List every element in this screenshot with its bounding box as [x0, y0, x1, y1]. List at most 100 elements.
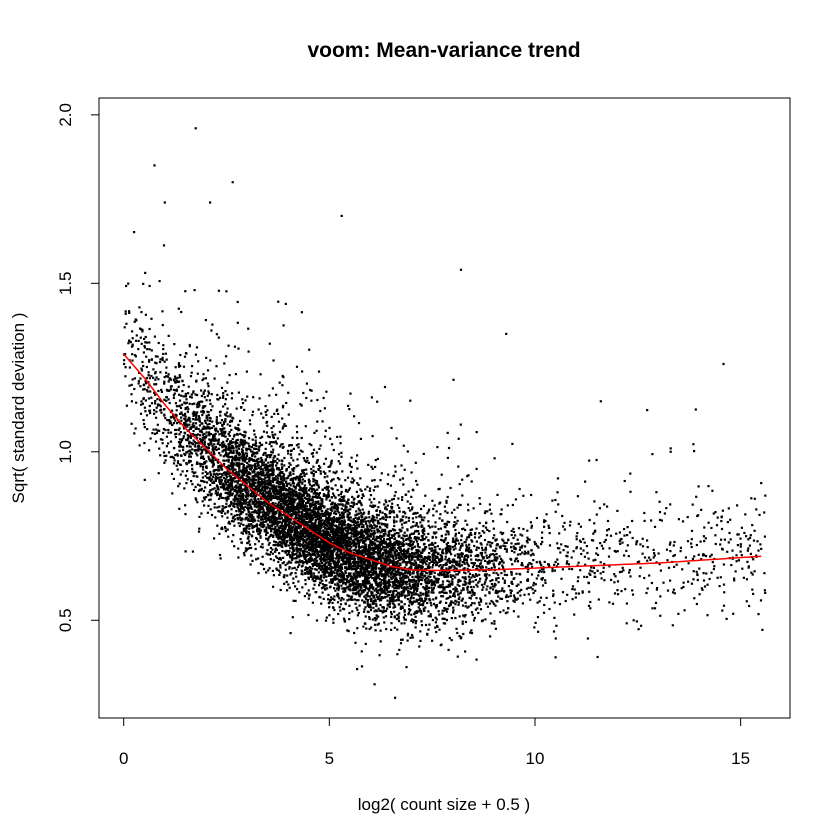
scatter-point — [629, 472, 632, 475]
scatter-point — [473, 602, 476, 605]
scatter-point — [487, 562, 490, 565]
scatter-point — [377, 596, 380, 599]
scatter-point — [316, 556, 319, 559]
scatter-point — [242, 506, 245, 509]
scatter-point — [371, 467, 374, 470]
scatter-point — [382, 528, 385, 532]
scatter-point — [338, 499, 341, 502]
scatter-point — [351, 610, 354, 613]
scatter-point — [743, 531, 746, 535]
scatter-point — [192, 391, 195, 394]
scatter-point — [429, 543, 432, 546]
scatter-point — [223, 506, 226, 509]
scatter-point — [277, 560, 280, 564]
scatter-point — [552, 589, 555, 592]
scatter-point — [248, 543, 252, 546]
scatter-point — [232, 498, 235, 501]
scatter-point — [283, 479, 286, 482]
scatter-point — [595, 547, 599, 550]
scatter-point — [215, 365, 218, 368]
scatter-point — [372, 535, 375, 538]
scatter-point — [189, 420, 192, 423]
scatter-point — [355, 532, 358, 535]
scatter-point — [291, 538, 295, 541]
scatter-point — [145, 377, 148, 380]
scatter-point — [318, 447, 321, 450]
scatter-point — [159, 358, 162, 361]
scatter-point — [133, 432, 136, 435]
scatter-point — [317, 496, 320, 499]
scatter-point — [330, 596, 333, 599]
scatter-point — [420, 624, 424, 627]
scatter-point — [475, 558, 478, 561]
scatter-point — [331, 530, 334, 533]
scatter-point — [343, 524, 346, 527]
scatter-point — [204, 377, 207, 380]
scatter-point — [467, 570, 470, 573]
scatter-point — [253, 475, 256, 478]
scatter-point — [356, 573, 359, 576]
scatter-point — [299, 492, 302, 495]
scatter-point — [452, 525, 455, 528]
scatter-point — [417, 563, 420, 567]
scatter-point — [357, 516, 361, 519]
scatter-point — [205, 434, 208, 437]
scatter-point — [731, 549, 734, 552]
scatter-point — [277, 412, 280, 415]
scatter-point — [227, 465, 230, 468]
scatter-point — [202, 392, 205, 396]
scatter-point — [319, 444, 322, 447]
scatter-point — [348, 583, 351, 586]
scatter-point — [486, 605, 489, 608]
scatter-point — [430, 582, 433, 585]
scatter-point — [340, 495, 343, 498]
scatter-point — [200, 440, 204, 443]
scatter-point — [432, 559, 435, 562]
scatter-point — [372, 606, 375, 609]
scatter-point — [403, 568, 406, 571]
scatter-point — [331, 556, 334, 559]
scatter-point — [420, 612, 423, 615]
scatter-point — [243, 439, 246, 442]
scatter-point — [350, 543, 353, 546]
scatter-point — [283, 493, 286, 496]
scatter-point — [313, 431, 316, 434]
scatter-point — [266, 409, 269, 412]
scatter-point — [237, 462, 240, 465]
scatter-point — [461, 542, 464, 545]
scatter-point — [157, 341, 160, 345]
scatter-point — [272, 425, 275, 428]
scatter-point — [295, 568, 298, 571]
scatter-point — [452, 548, 455, 551]
scatter-point — [531, 565, 534, 568]
scatter-point — [618, 540, 621, 543]
scatter-point — [292, 523, 295, 526]
scatter-point — [239, 469, 242, 472]
scatter-point — [425, 560, 428, 563]
scatter-point — [475, 548, 478, 551]
scatter-point — [183, 401, 186, 404]
scatter-point — [165, 366, 168, 369]
scatter-point — [246, 395, 249, 398]
scatter-point — [192, 390, 195, 393]
scatter-point — [692, 578, 695, 581]
scatter-point — [204, 449, 207, 452]
scatter-point — [422, 531, 425, 535]
scatter-point — [288, 490, 291, 493]
scatter-point — [532, 584, 535, 587]
scatter-point — [262, 504, 265, 507]
scatter-point — [454, 534, 457, 537]
scatter-point — [402, 559, 405, 562]
scatter-point — [367, 574, 370, 577]
scatter-point — [277, 300, 280, 303]
scatter-point — [562, 549, 565, 552]
scatter-point — [624, 588, 627, 591]
scatter-point — [147, 397, 151, 400]
scatter-point — [364, 488, 367, 491]
scatter-point — [206, 476, 209, 479]
scatter-point — [251, 464, 254, 467]
scatter-point — [255, 525, 258, 528]
scatter-point — [378, 654, 381, 657]
scatter-point — [244, 484, 247, 487]
scatter-point — [159, 438, 162, 441]
